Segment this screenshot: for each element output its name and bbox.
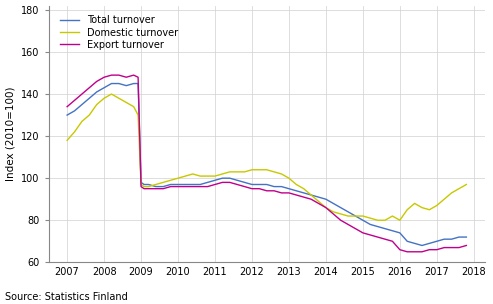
Domestic turnover [463, 183, 469, 186]
Domestic turnover [345, 214, 351, 218]
Domestic turnover [338, 212, 344, 216]
Export turnover [463, 244, 469, 247]
Export turnover [404, 250, 410, 254]
Y-axis label: Index (2010=100): Index (2010=100) [5, 87, 16, 181]
Total turnover [64, 113, 70, 117]
Domestic turnover [108, 92, 114, 96]
Total turnover [419, 244, 425, 247]
Export turnover [338, 218, 344, 222]
Domestic turnover [168, 178, 174, 182]
Export turnover [345, 223, 351, 226]
Export turnover [86, 86, 92, 90]
Text: Source: Statistics Finland: Source: Statistics Finland [5, 292, 128, 302]
Total turnover [86, 96, 92, 100]
Export turnover [168, 185, 174, 188]
Domestic turnover [64, 139, 70, 142]
Line: Total turnover: Total turnover [67, 84, 466, 245]
Total turnover [338, 206, 344, 209]
Domestic turnover [375, 218, 381, 222]
Export turnover [234, 183, 240, 186]
Domestic turnover [86, 113, 92, 117]
Line: Domestic turnover: Domestic turnover [67, 94, 466, 220]
Total turnover [234, 178, 240, 182]
Line: Export turnover: Export turnover [67, 75, 466, 252]
Total turnover [79, 103, 85, 106]
Legend: Total turnover, Domestic turnover, Export turnover: Total turnover, Domestic turnover, Expor… [58, 13, 180, 52]
Export turnover [108, 73, 114, 77]
Domestic turnover [234, 170, 240, 174]
Total turnover [345, 210, 351, 214]
Export turnover [79, 92, 85, 96]
Total turnover [108, 82, 114, 85]
Total turnover [168, 183, 174, 186]
Domestic turnover [79, 119, 85, 123]
Export turnover [64, 105, 70, 109]
Total turnover [463, 235, 469, 239]
